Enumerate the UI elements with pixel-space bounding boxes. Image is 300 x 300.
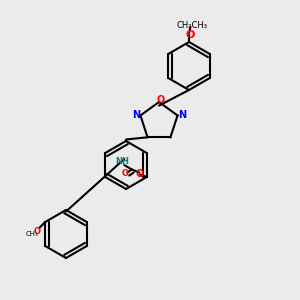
Text: CH₂CH₃: CH₂CH₃ — [176, 21, 208, 30]
Text: NH: NH — [115, 158, 129, 166]
Text: O: O — [122, 169, 129, 178]
Text: O: O — [135, 169, 143, 179]
Text: O: O — [156, 94, 165, 105]
Text: O: O — [186, 29, 195, 40]
Text: N: N — [178, 110, 186, 121]
Text: O: O — [33, 226, 40, 236]
Text: CH₃: CH₃ — [25, 231, 38, 237]
Text: N: N — [132, 110, 140, 121]
